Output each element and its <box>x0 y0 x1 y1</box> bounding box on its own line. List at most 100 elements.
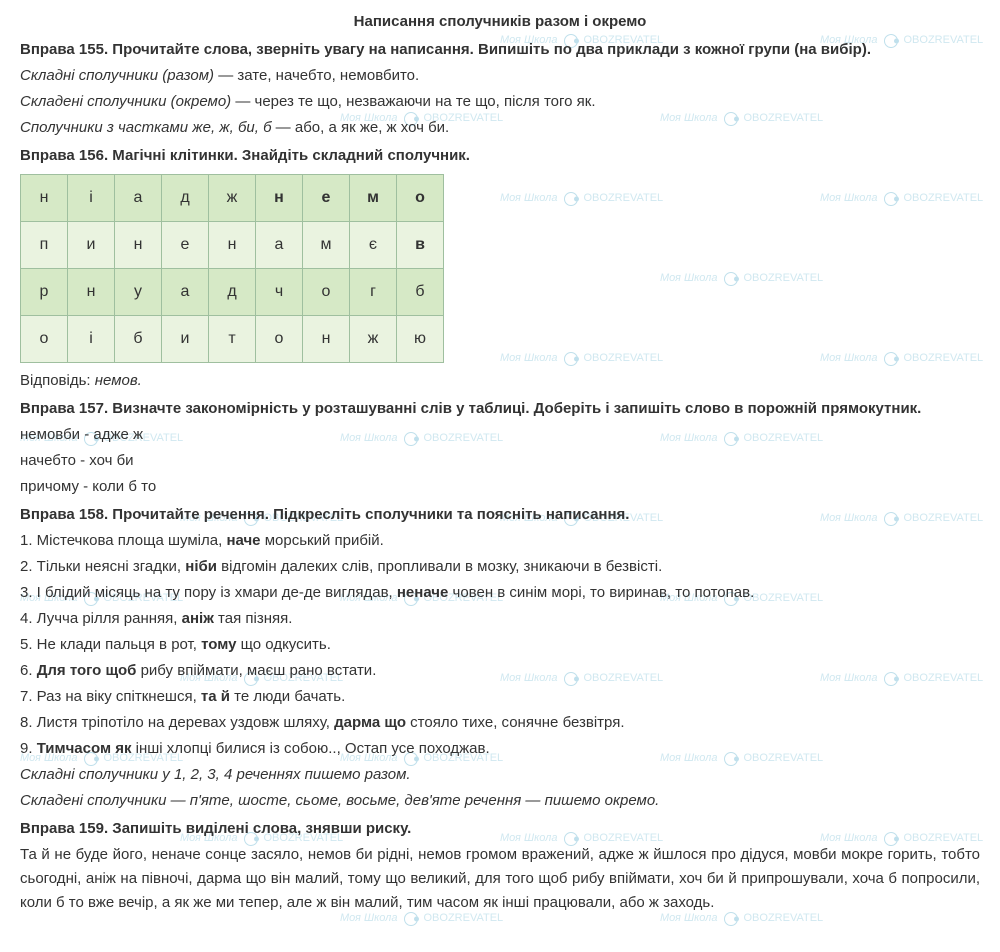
ex155-line3-italic: Сполучники з частками же, ж, би, б <box>20 119 272 136</box>
ex158-s1: 1. Містечкова площа шуміла, наче морськи… <box>20 529 980 553</box>
ex158-s4c: тая пізняя. <box>214 610 293 627</box>
ex157-heading: Вправа 157. Визначте закономірність у ро… <box>20 397 980 421</box>
ex158-s5: 5. Не клади пальця в рот, тому що одкуси… <box>20 633 980 657</box>
table-cell: і <box>68 316 115 363</box>
ex155-line1: Складні сполучники (разом) — зате, начеб… <box>20 64 980 88</box>
table-cell: о <box>303 269 350 316</box>
ex155-line2: Складені сполучники (окремо) — через те … <box>20 90 980 114</box>
ex158-s2: 2. Тільки неясні згадки, ніби відгомін д… <box>20 555 980 579</box>
table-row: оібитонжю <box>21 316 444 363</box>
table-cell: ж <box>350 316 397 363</box>
table-cell: є <box>350 222 397 269</box>
table-cell: в <box>397 222 444 269</box>
ex155-line1-italic: Складні сполучники (разом) <box>20 67 214 84</box>
ex158-s3b: неначе <box>397 584 448 601</box>
ex158-s2c: відгомін далеких слів, пропливали в мозк… <box>217 558 662 575</box>
ex155-line3: Сполучники з частками же, ж, би, б — або… <box>20 116 980 140</box>
ex158-s9c: інші хлопці билися із собою.., Остап усе… <box>131 740 489 757</box>
table-cell: б <box>115 316 162 363</box>
ex158-s4: 4. Лучча рілля ранняя, аніж тая пізняя. <box>20 607 980 631</box>
table-cell: а <box>256 222 303 269</box>
ex155-line2-italic: Складені сполучники (окремо) <box>20 93 231 110</box>
table-cell: е <box>303 175 350 222</box>
ex156-heading: Вправа 156. Магічні клітинки. Знайдіть с… <box>20 144 980 168</box>
table-cell: р <box>21 269 68 316</box>
table-cell: б <box>397 269 444 316</box>
ex158-s6a: 6. <box>20 662 37 679</box>
ex158-s2a: 2. Тільки неясні згадки, <box>20 558 185 575</box>
ex158-s6b: Для того щоб <box>37 662 137 679</box>
page-title: Написання сполучників разом і окремо <box>20 10 980 34</box>
ex159-heading: Вправа 159. Запишіть виділені слова, зня… <box>20 817 980 841</box>
table-cell: е <box>162 222 209 269</box>
ex159-body: Та й не буде його, неначе сонце засяло, … <box>20 843 980 915</box>
ex157-l2: начебто - хоч би <box>20 449 980 473</box>
table-cell: н <box>303 316 350 363</box>
ex158-s8a: 8. Листя тріпотіло на деревах уздовж шля… <box>20 714 334 731</box>
table-cell: о <box>397 175 444 222</box>
ex158-s5c: що одкусить. <box>236 636 330 653</box>
table-cell: н <box>256 175 303 222</box>
ex158-s3c: човен в синім морі, то виринав, то потоп… <box>448 584 754 601</box>
table-cell: ю <box>397 316 444 363</box>
ex156-answer: Відповідь: немов. <box>20 369 980 393</box>
table-cell: т <box>209 316 256 363</box>
ex158-s9: 9. Тимчасом як інші хлопці билися із соб… <box>20 737 980 761</box>
table-cell: г <box>350 269 397 316</box>
table-cell: а <box>115 175 162 222</box>
ex158-s8b: дарма що <box>334 714 406 731</box>
ex157-l3: причому - коли б то <box>20 475 980 499</box>
table-cell: о <box>256 316 303 363</box>
table-cell: ч <box>256 269 303 316</box>
table-cell: і <box>68 175 115 222</box>
ex158-s4a: 4. Лучча рілля ранняя, <box>20 610 182 627</box>
ex158-s7a: 7. Раз на віку спіткнешся, <box>20 688 201 705</box>
ex155-line1-rest: — зате, начебто, немовбито. <box>214 67 419 84</box>
ex158-heading: Вправа 158. Прочитайте речення. Підкресл… <box>20 503 980 527</box>
ex158-s7b: та й <box>201 688 230 705</box>
ex155-line3-rest: — або, а як же, ж хоч би. <box>272 119 450 136</box>
table-cell: н <box>21 175 68 222</box>
table-cell: м <box>303 222 350 269</box>
table-row: ніаджнемо <box>21 175 444 222</box>
ex158-note2: Складені сполучники — п'яте, шосте, сьом… <box>20 789 980 813</box>
table-cell: н <box>209 222 256 269</box>
ex158-s7: 7. Раз на віку спіткнешся, та й те люди … <box>20 685 980 709</box>
table-cell: н <box>115 222 162 269</box>
ex158-s3a: 3. І блідий місяць на ту пору із хмари д… <box>20 584 397 601</box>
table-cell: и <box>162 316 209 363</box>
ex158-s6c: рибу впіймати, маєш рано встати. <box>136 662 376 679</box>
ex158-s4b: аніж <box>182 610 214 627</box>
ex158-s8: 8. Листя тріпотіло на деревах уздовж шля… <box>20 711 980 735</box>
ex158-s6: 6. Для того щоб рибу впіймати, маєш рано… <box>20 659 980 683</box>
table-cell: ж <box>209 175 256 222</box>
table-cell: п <box>21 222 68 269</box>
ex157-l1: немовби - адже ж <box>20 423 980 447</box>
table-cell: у <box>115 269 162 316</box>
ex155-heading: Вправа 155. Прочитайте слова, зверніть у… <box>20 38 980 62</box>
ex158-s1a: 1. Містечкова площа шуміла, <box>20 532 226 549</box>
ex158-s5a: 5. Не клади пальця в рот, <box>20 636 201 653</box>
table-cell: и <box>68 222 115 269</box>
ex158-s8c: стояло тихе, сонячне безвітря. <box>406 714 625 731</box>
ex158-s2b: ніби <box>185 558 217 575</box>
table-row: рнуадчогб <box>21 269 444 316</box>
ex155-line2-rest: — через те що, незважаючи на те що, післ… <box>231 93 595 110</box>
ex158-note1: Складні сполучники у 1, 2, 3, 4 реченнях… <box>20 763 980 787</box>
ex156-answer-label: Відповідь: <box>20 372 95 389</box>
ex158-s9a: 9. <box>20 740 37 757</box>
document-content: Написання сполучників разом і окремо Впр… <box>20 10 980 915</box>
ex158-s7c: те люди бачать. <box>230 688 345 705</box>
table-cell: н <box>68 269 115 316</box>
ex158-s5b: тому <box>201 636 236 653</box>
table-cell: а <box>162 269 209 316</box>
table-cell: о <box>21 316 68 363</box>
ex158-s1c: морський прибій. <box>261 532 384 549</box>
ex156-answer-value: немов. <box>95 372 142 389</box>
ex158-s1b: наче <box>226 532 260 549</box>
table-cell: м <box>350 175 397 222</box>
table-cell: д <box>162 175 209 222</box>
ex158-s3: 3. І блідий місяць на ту пору із хмари д… <box>20 581 980 605</box>
table-row: пиненамєв <box>21 222 444 269</box>
table-cell: д <box>209 269 256 316</box>
